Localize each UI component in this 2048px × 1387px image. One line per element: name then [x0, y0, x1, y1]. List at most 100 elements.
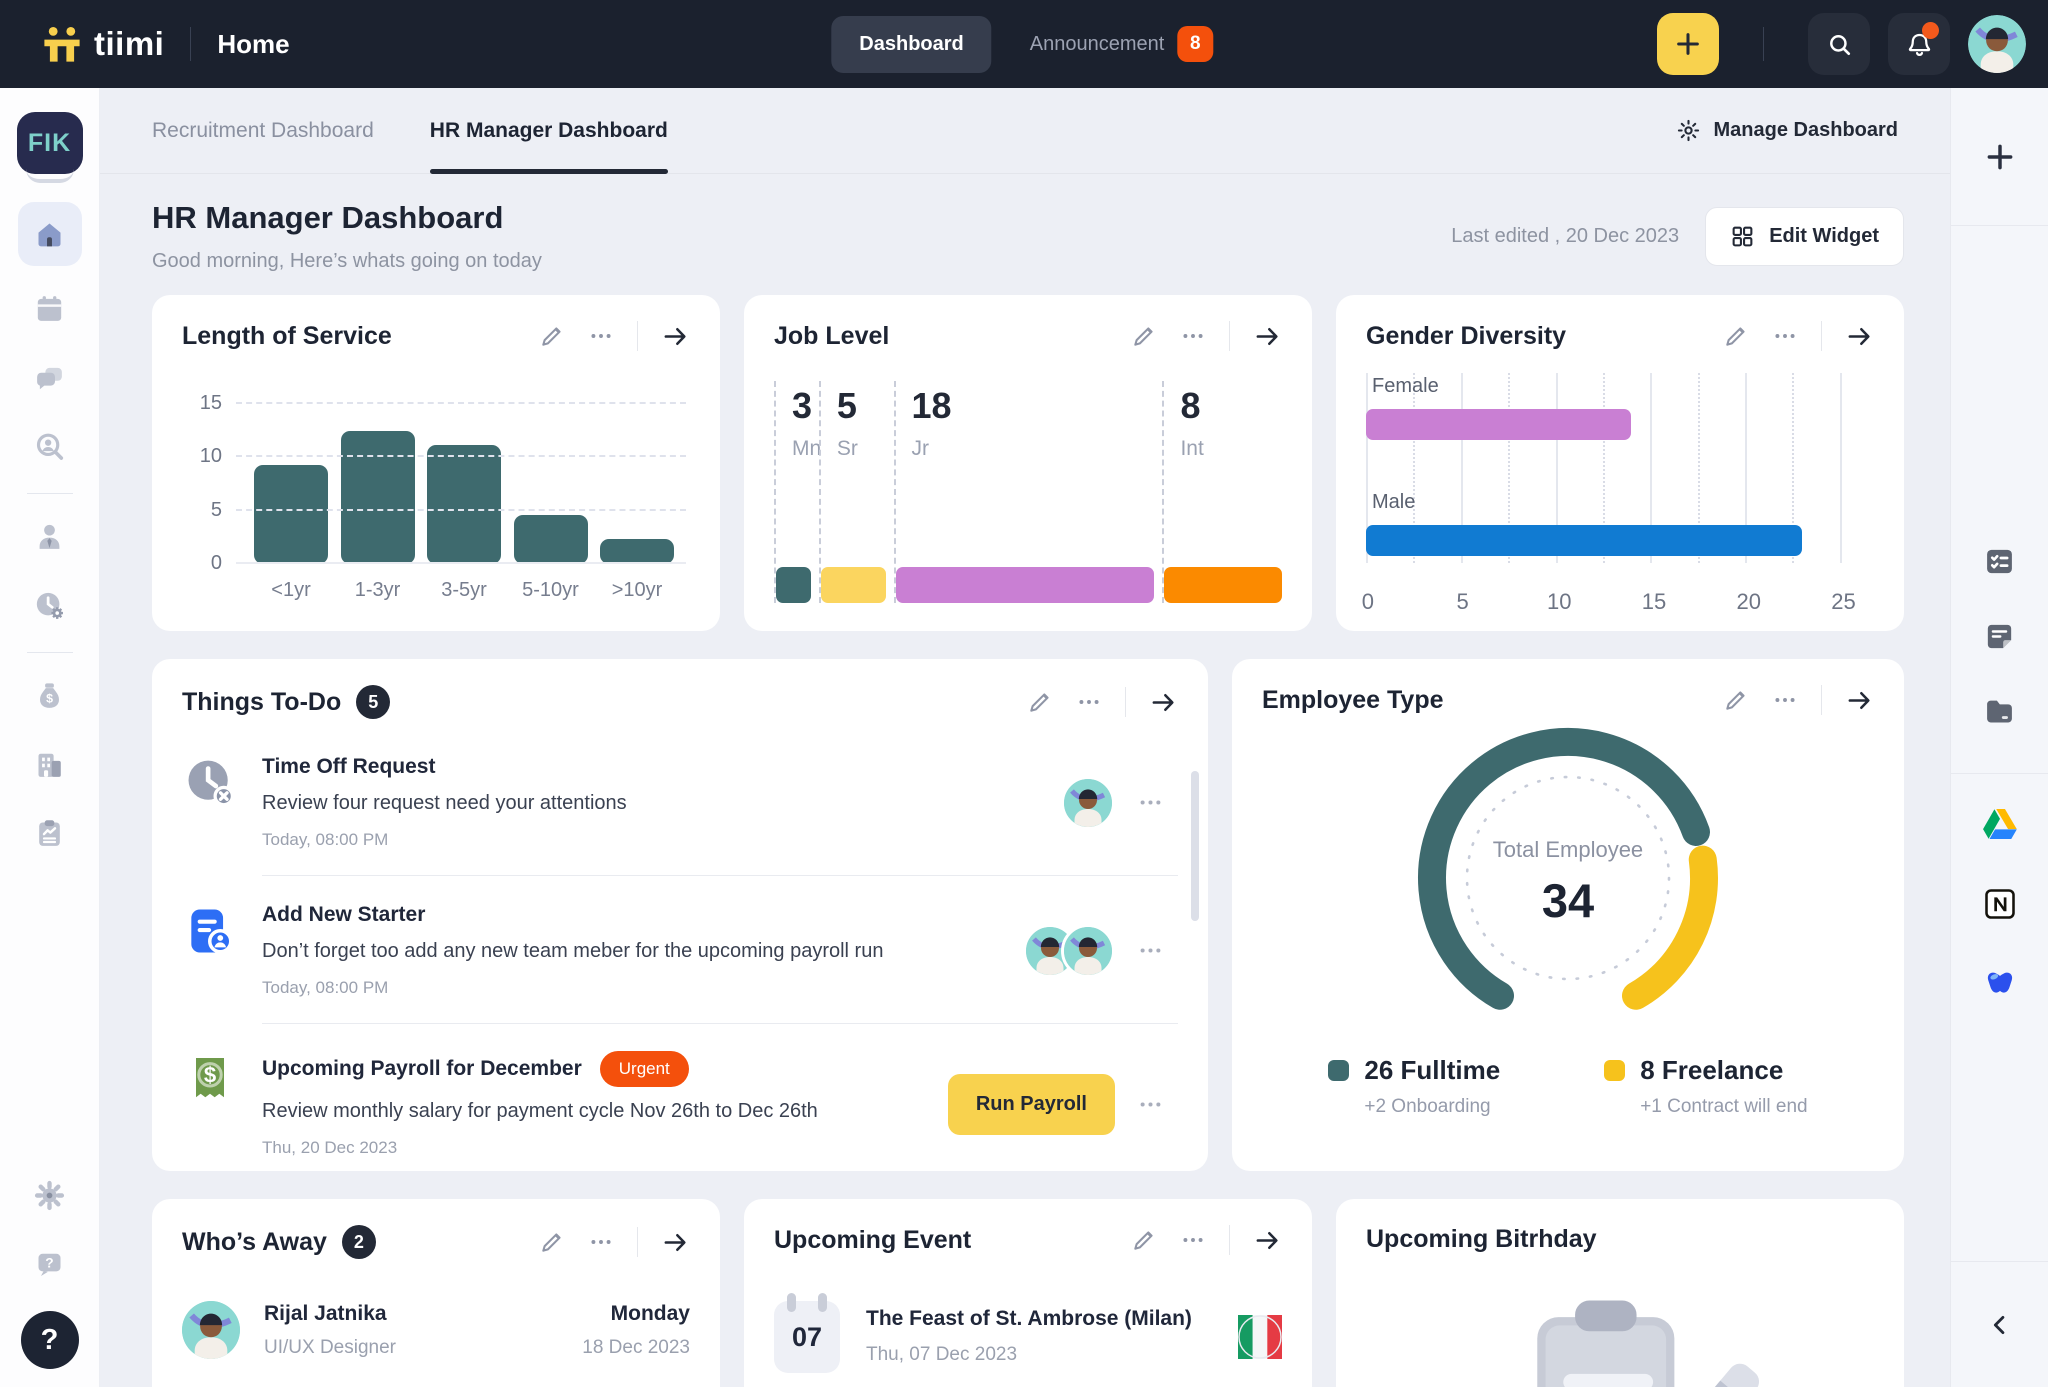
edit-icon[interactable] — [1723, 687, 1749, 713]
search-button[interactable] — [1808, 13, 1870, 75]
top-navbar: tiimi Home Dashboard Announcement 8 — [0, 0, 2048, 88]
edit-icon[interactable] — [1131, 1227, 1157, 1253]
card-title: Who’s Away — [182, 1227, 327, 1256]
app-blob-icon[interactable] — [1982, 966, 2018, 1002]
sidebar-item-home[interactable] — [17, 202, 82, 266]
sidebar-item-payroll[interactable] — [18, 668, 82, 722]
edit-widget-button[interactable]: Edit Widget — [1705, 207, 1904, 266]
tab-announcement[interactable]: Announcement 8 — [1002, 9, 1242, 79]
job-level-card: Job Level 3 Mn 5 Sr 18 Jr 8 Int — [744, 295, 1312, 631]
edit-widget-label: Edit Widget — [1769, 225, 1879, 247]
todo-description: Review four request need your attentions — [262, 792, 627, 814]
upcoming-birthday-card: Upcoming Bitrhday — [1336, 1199, 1904, 1387]
expand-arrow-icon[interactable] — [1253, 322, 1282, 351]
away-list-item: Rijal Jatnika UI/UX Designer Monday 18 D… — [182, 1301, 690, 1359]
todo-item-add-starter: Add New Starter Don’t forget too add any… — [182, 876, 1178, 1023]
create-new-button[interactable] — [1657, 13, 1719, 75]
more-options-icon[interactable] — [1180, 1227, 1206, 1253]
tab-recruitment-dashboard[interactable]: Recruitment Dashboard — [152, 118, 374, 142]
divider — [190, 27, 192, 61]
expand-arrow-icon[interactable] — [661, 1228, 690, 1257]
upcoming-event-card: Upcoming Event — [744, 1199, 1312, 1387]
page-header: HR Manager Dashboard Good morning, Here’… — [152, 200, 1904, 273]
sidebar-item-help[interactable] — [18, 1237, 82, 1291]
folder-icon[interactable] — [1982, 694, 2017, 729]
sidebar-divider — [1950, 773, 2048, 774]
sidebar-item-messages[interactable] — [18, 350, 82, 404]
run-payroll-button[interactable]: Run Payroll — [947, 1074, 1115, 1135]
edit-icon[interactable] — [539, 323, 565, 349]
question-mark-icon: ? — [40, 1323, 59, 1356]
sidebar-item-time-management[interactable] — [18, 578, 82, 632]
more-options-icon[interactable] — [1180, 323, 1206, 349]
assignee-avatar-group[interactable] — [1022, 923, 1115, 978]
notifications-button[interactable] — [1888, 13, 1950, 75]
edit-icon[interactable] — [1723, 323, 1749, 349]
help-bubble-icon — [33, 1248, 66, 1281]
sidebar-item-calendar[interactable] — [18, 281, 82, 335]
assignee-avatar[interactable] — [1060, 775, 1115, 830]
workspace-logo[interactable]: FIK — [16, 112, 83, 183]
length-of-service-card: Length of Service <1yr 1-3yr 3-5yr 5-10yr >1… — [152, 295, 720, 631]
todo-time: Today, 08:00 PM — [262, 830, 389, 849]
tab-hr-manager-dashboard[interactable]: HR Manager Dashboard — [429, 88, 668, 174]
sidebar-item-reports[interactable] — [18, 806, 82, 860]
card-title: Upcoming Bitrhday — [1366, 1225, 1597, 1253]
todo-time: Today, 08:00 PM — [262, 978, 389, 997]
more-options-icon[interactable] — [1772, 687, 1798, 713]
urgent-badge: Urgent — [599, 1051, 689, 1087]
tab-dashboard[interactable]: Dashboard — [831, 15, 992, 73]
expand-arrow-icon[interactable] — [1845, 322, 1874, 351]
item-menu-icon[interactable] — [1137, 937, 1164, 964]
card-title: Gender Diversity — [1366, 321, 1567, 350]
divider — [1229, 321, 1230, 351]
event-date: Thu, 07 Dec 2023 — [866, 1344, 1018, 1365]
calendar-icon — [33, 292, 66, 325]
announcement-count-badge: 8 — [1177, 26, 1214, 62]
sidebar-divider — [26, 652, 73, 653]
employee-type-legend: 26 Fulltime +2 Onboarding 8 Freelance +1… — [1262, 1055, 1874, 1118]
report-icon — [33, 817, 66, 850]
note-icon[interactable] — [1982, 619, 2017, 654]
nav-left-group: tiimi Home — [40, 25, 290, 63]
support-button[interactable]: ? — [20, 1311, 79, 1369]
checklist-icon[interactable] — [1982, 544, 2017, 579]
expand-arrow-icon[interactable] — [1149, 688, 1178, 717]
sidebar-item-candidate-search[interactable] — [18, 419, 82, 473]
more-options-icon[interactable] — [588, 323, 614, 349]
fulltime-swatch — [1328, 1060, 1350, 1081]
manage-dashboard-button[interactable]: Manage Dashboard — [1676, 118, 1898, 143]
card-title: Job Level — [774, 321, 890, 350]
employee-avatar[interactable] — [182, 1301, 240, 1359]
more-options-icon[interactable] — [588, 1229, 614, 1255]
edit-icon[interactable] — [1131, 323, 1157, 349]
user-avatar[interactable] — [1968, 15, 2026, 73]
edit-icon[interactable] — [1027, 689, 1053, 715]
integrations-group — [1982, 806, 2018, 1002]
edit-icon[interactable] — [539, 1229, 565, 1255]
expand-arrow-icon[interactable] — [1253, 1226, 1282, 1255]
chevron-left-icon[interactable] — [1986, 1311, 2014, 1339]
add-document-icon — [182, 903, 238, 959]
plus-icon[interactable] — [1984, 141, 2016, 173]
clock-gear-icon — [33, 589, 66, 622]
notion-icon[interactable] — [1982, 886, 2018, 922]
sidebar-item-company[interactable] — [18, 737, 82, 791]
more-options-icon[interactable] — [1772, 323, 1798, 349]
nav-right-group — [1657, 13, 2026, 75]
card-title: Upcoming Event — [774, 1225, 972, 1254]
sidebar-item-settings[interactable] — [18, 1168, 82, 1222]
divider — [1821, 321, 1822, 351]
gender-diversity-bar-chart: Female Male 0 5 10 15 20 25 — [1361, 373, 1856, 614]
todo-item-payroll: Upcoming Payroll for December Urgent Rev… — [182, 1024, 1178, 1183]
expand-arrow-icon[interactable] — [661, 322, 690, 351]
scrollbar-thumb[interactable] — [1190, 771, 1199, 921]
todo-count-badge: 5 — [356, 685, 391, 719]
item-menu-icon[interactable] — [1137, 1091, 1164, 1118]
google-drive-icon[interactable] — [1982, 806, 2018, 842]
sidebar-item-employee[interactable] — [18, 509, 82, 563]
expand-arrow-icon[interactable] — [1845, 686, 1874, 715]
more-options-icon[interactable] — [1076, 689, 1102, 715]
donut-center-label: Total Employee — [1492, 837, 1644, 862]
item-menu-icon[interactable] — [1137, 789, 1164, 816]
